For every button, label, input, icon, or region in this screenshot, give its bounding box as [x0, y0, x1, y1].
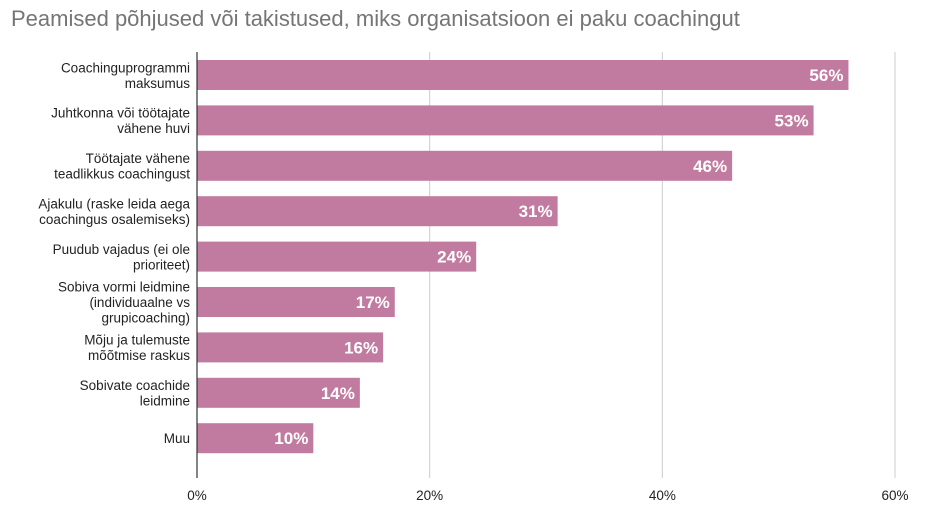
data-label-8: 10%: [274, 429, 308, 448]
data-label-5: 17%: [356, 293, 390, 312]
category-label-line: Töötajate vähene: [86, 151, 190, 166]
bar-6: [197, 332, 384, 363]
category-label-line: teadlikkus coachingust: [54, 167, 190, 182]
bar-5: [197, 287, 395, 317]
bar-7: [197, 377, 360, 408]
category-label-2: Töötajate vähene teadlikkus coachingust: [54, 151, 190, 182]
category-label-7: Sobivate coachide leidmine: [80, 378, 190, 409]
category-label-8: Muu: [164, 431, 190, 446]
bar-0: [197, 60, 849, 90]
category-label-line: Coachinguprogrammi: [61, 60, 190, 75]
category-label-line: Sobivate coachide: [80, 378, 190, 393]
category-label-line: Mõju ja tulemuste: [84, 333, 190, 348]
data-label-3: 31%: [519, 202, 553, 221]
category-label-line: Juhtkonna või töötajate: [51, 106, 190, 121]
category-label-line: maksumus: [125, 76, 191, 91]
category-label-3: Ajakulu (raske leida aega coachingus osal…: [38, 196, 190, 227]
data-label-4: 24%: [437, 248, 471, 267]
bar-8: [197, 423, 314, 454]
bar-4: [197, 241, 477, 272]
category-label-line: coachingus osalemiseks): [39, 212, 190, 227]
category-label-line: grupicoaching): [101, 311, 190, 326]
bar-3: [197, 196, 558, 227]
category-label-line: Sobiva vormi leidmine: [58, 280, 190, 295]
category-label-line: leidmine: [140, 394, 190, 409]
category-label-6: Mõju ja tulemuste mõõtmise raskus: [84, 333, 190, 364]
category-label-line: vähene huvi: [117, 121, 190, 136]
data-label-2: 46%: [693, 157, 727, 176]
category-label-0: Coachinguprogrammi maksumus: [61, 60, 190, 91]
data-label-1: 53%: [775, 111, 809, 130]
category-label-5: Sobiva vormi leidmine (individuaalne vs gr…: [58, 280, 190, 326]
category-label-1: Juhtkonna või töötajate vähene huvi: [51, 106, 190, 136]
bar-1: [197, 105, 814, 136]
category-label-4: Puudub vajadus (ei ole prioriteet): [53, 242, 190, 273]
category-label-line: Ajakulu (raske leida aega: [38, 196, 190, 211]
data-label-7: 14%: [321, 384, 355, 403]
bar-2: [197, 150, 733, 181]
data-label-0: 56%: [809, 66, 843, 85]
x-tick-label-1: 20%: [416, 488, 443, 503]
category-label-line: (individuaalne vs: [89, 295, 190, 310]
category-label-line: Muu: [164, 431, 190, 446]
x-tick-label-3: 60%: [881, 488, 908, 503]
x-tick-label-2: 40%: [649, 488, 676, 503]
chart-title: Peamised põhjused või takistused, miks o…: [11, 6, 740, 31]
category-label-line: mõõtmise raskus: [88, 348, 190, 363]
x-tick-label-0: 0%: [187, 488, 207, 503]
data-label-6: 16%: [344, 338, 378, 357]
category-label-line: prioriteet): [133, 257, 190, 272]
category-label-line: Puudub vajadus (ei ole: [53, 242, 190, 257]
